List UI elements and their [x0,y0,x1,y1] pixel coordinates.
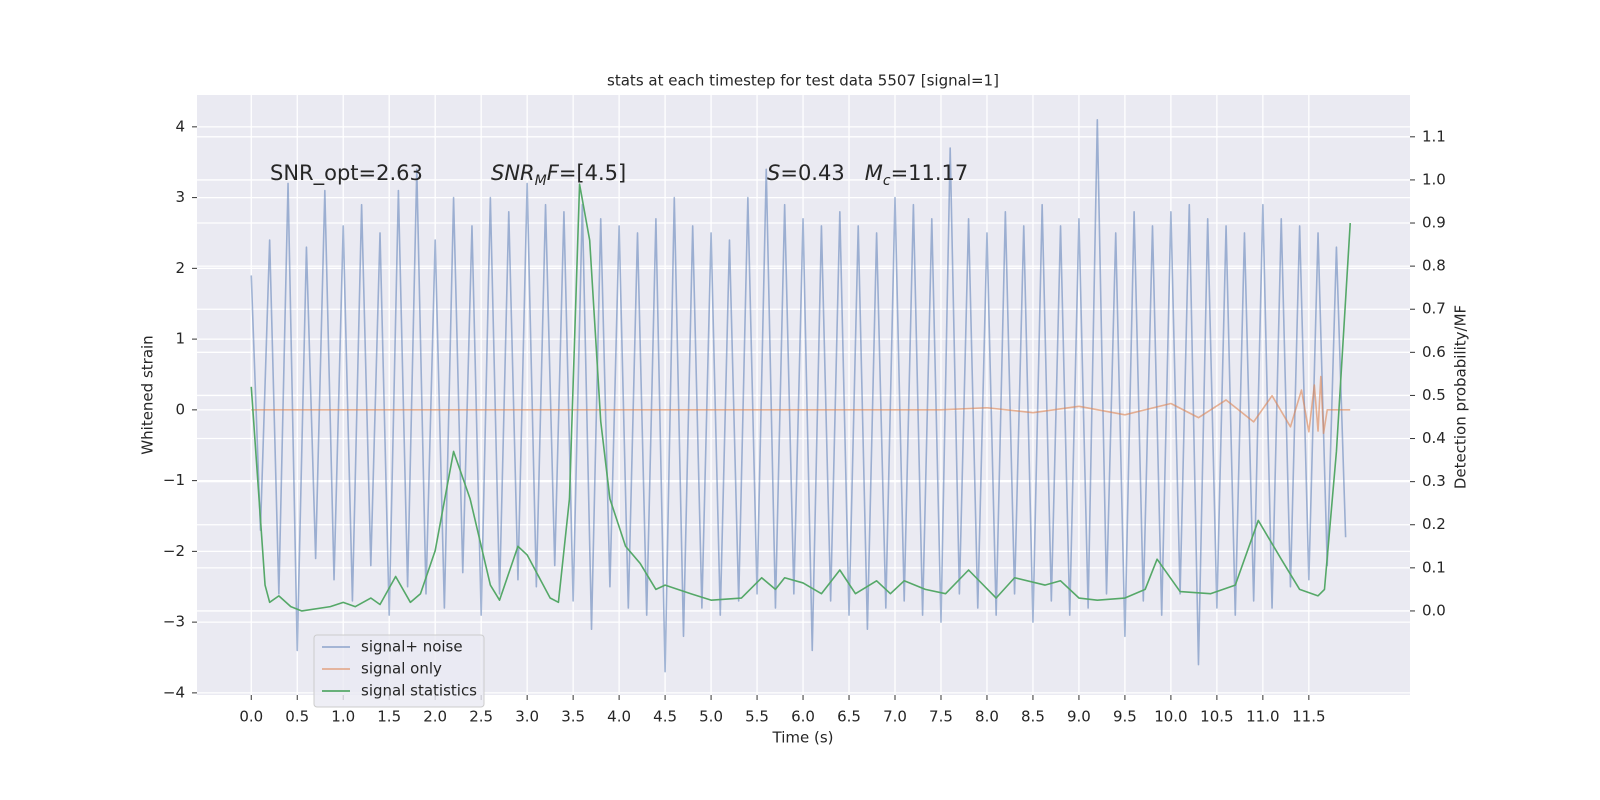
y-tick-label: 3 [175,188,185,206]
x-tick-label: 11.0 [1246,708,1279,726]
x-tick-label: 0.0 [239,708,263,726]
y2-tick-label: 0.6 [1422,343,1446,361]
x-tick-label: 8.0 [975,708,999,726]
y2-tick-label: 1.0 [1422,170,1446,188]
y2-tick-label: 0.1 [1422,558,1446,576]
legend-label: signal statistics [361,682,477,700]
legend: signal+ noise signal only signal statistic… [313,634,485,708]
x-tick-label: 1.5 [377,708,401,726]
y-tick-label: −4 [163,683,185,701]
x-tick-label: 0.5 [285,708,309,726]
annotation-part: M [535,173,547,189]
y-tick-label: −1 [163,471,185,489]
y2-tick-label: 0.9 [1422,214,1446,232]
x-tick-label: 3.0 [515,708,539,726]
y2-tick-label: 0.5 [1422,386,1446,404]
y2-tick-label: 0.4 [1422,429,1446,447]
x-tick-label: 5.5 [745,708,769,726]
annotation: SNR_opt=2.63 [270,161,423,186]
y2-axis-label: Detection probability/MF [1452,305,1470,489]
y2-tick-label: 0.8 [1422,257,1446,275]
x-tick-label: 1.0 [331,708,355,726]
x-tick-label: 6.5 [837,708,861,726]
series-line [250,118,1347,673]
y2-tick-label: 0.7 [1422,300,1446,318]
x-tick-label: 2.0 [423,708,447,726]
annotation-part: =11.17 [891,161,969,185]
x-axis-label: Time (s) [772,729,834,747]
y-tick-label: 1 [175,330,185,348]
annotation-part: SNR [491,161,535,185]
y-tick-label: −2 [163,542,185,560]
annotation-part: =0.43 [780,161,864,185]
y-tick-label: −3 [163,613,185,631]
series-line [251,375,1351,435]
x-tick-label: 2.5 [469,708,493,726]
x-tick-label: 11.5 [1292,708,1325,726]
grid [197,95,1410,695]
x-tick-label: 10.0 [1154,708,1187,726]
series-line [250,183,1352,612]
annotation-part: M [865,161,883,185]
annotations: SNR_opt=2.63 SNRMF=[4.5] S=0.43 Mc=11.17 [270,161,968,189]
x-tick-label: 10.5 [1200,708,1233,726]
y-tick-label: 2 [175,259,185,277]
x-tick-label: 8.5 [1021,708,1045,726]
legend-label: signal only [361,660,442,678]
x-tick-label: 9.0 [1067,708,1091,726]
annotation-part: F [547,161,560,185]
x-tick-label: 5.0 [699,708,723,726]
annotation: S=0.43 Mc=11.17 [767,161,968,189]
annotation: SNRMF=[4.5] [491,161,626,189]
x-tick-label: 4.5 [653,708,677,726]
x-tick-label: 3.5 [561,708,585,726]
legend-label: signal+ noise [361,638,463,656]
y2-tick-label: 0.2 [1422,515,1446,533]
marks [250,118,1352,673]
y-tick-label: 0 [175,400,185,418]
annotation-part: c [883,173,891,189]
y-tick-label: 4 [175,117,185,135]
x-tick-label: 6.0 [791,708,815,726]
legend-box [313,634,485,708]
y2-tick-label: 1.1 [1422,127,1446,145]
y-axis-label: Whitened strain [139,335,157,454]
y2-tick-label: 0.0 [1422,601,1446,619]
y2-tick-label: 0.3 [1422,472,1446,490]
x-tick-label: 7.5 [929,708,953,726]
annotation-part: SNR_opt=2.63 [270,161,423,186]
annotation-part: S [767,161,780,185]
x-tick-label: 7.0 [883,708,907,726]
chart-title: stats at each timestep for test data 550… [607,72,999,90]
x-tick-label: 9.5 [1113,708,1137,726]
x-tick-label: 4.0 [607,708,631,726]
annotation-part: =[4.5] [559,161,626,185]
axes: 0.0 0.5 1.0 1.5 2.0 2.5 3.0 3.5 4.0 4.5 5.0 5.5 6.0 6… [163,117,1446,725]
